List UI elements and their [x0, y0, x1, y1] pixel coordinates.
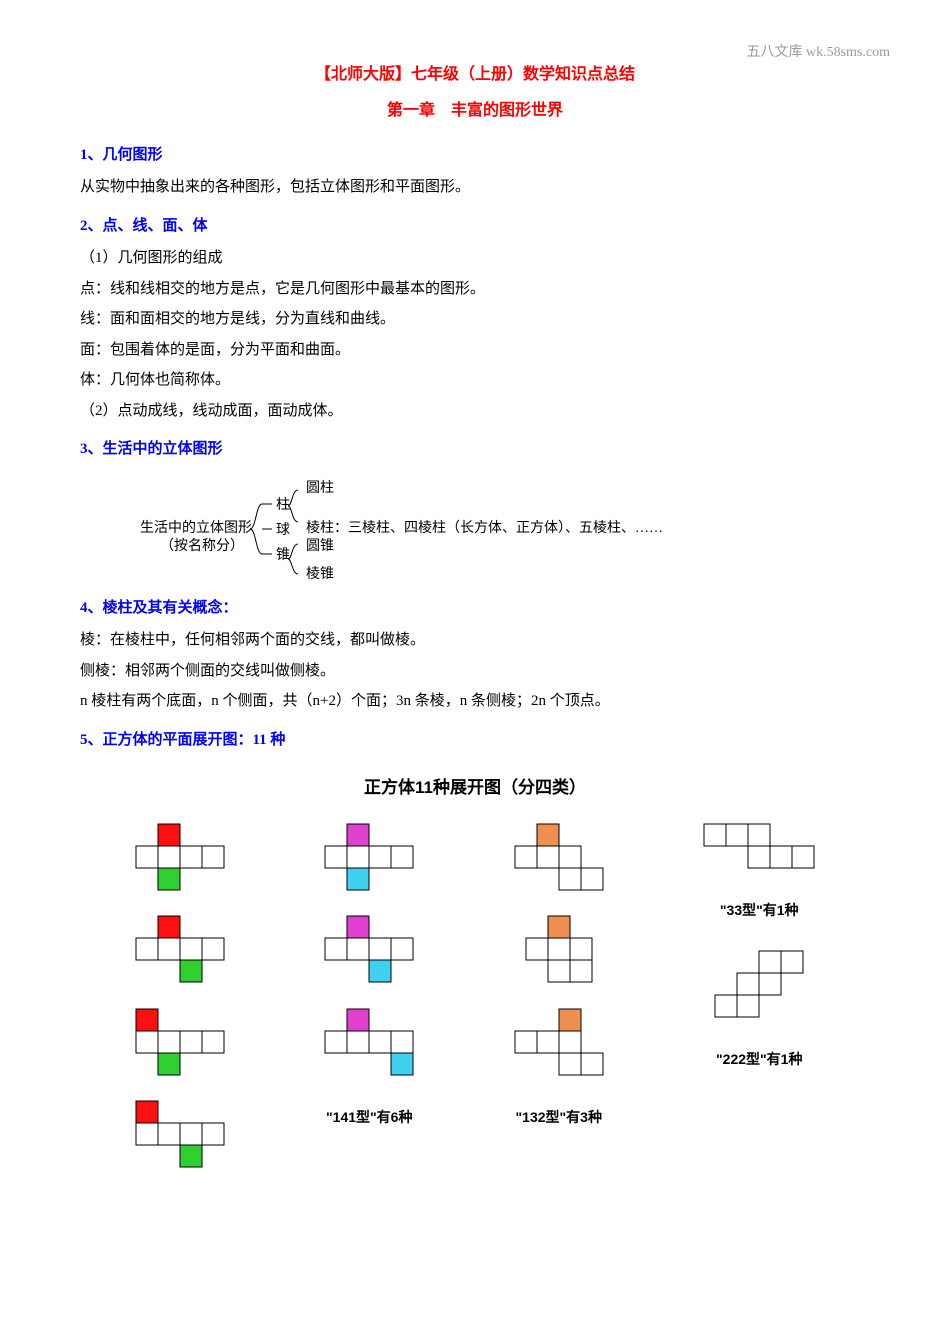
section-5-head: 5、正方体的平面展开图：11 种	[80, 726, 870, 755]
net-132-1	[514, 823, 604, 902]
section-4-p3: n 棱柱有两个底面，n 个侧面，共（n+2）个面；3n 条棱，n 条侧棱；2n …	[80, 687, 870, 716]
cap-33: "33型"有1种	[720, 897, 799, 924]
svg-text:棱柱：三棱柱、四棱柱（长方体、正方体）、五棱柱、……: 棱柱：三棱柱、四棱柱（长方体、正方体）、五棱柱、……	[306, 520, 663, 536]
svg-text:棱锥: 棱锥	[306, 566, 334, 582]
svg-text:生活中的立体图形: 生活中的立体图形	[140, 520, 252, 536]
col-141b: "141型"有6种	[324, 823, 414, 1193]
section-4-p1: 棱：在棱柱中，任何相邻两个面的交线，都叫做棱。	[80, 626, 870, 655]
section-1-p1: 从实物中抽象出来的各种图形，包括立体图形和平面图形。	[80, 173, 870, 202]
section-4-p2: 侧棱：相邻两个侧面的交线叫做侧棱。	[80, 657, 870, 686]
section-2-p4: 面：包围着体的是面，分为平面和曲面。	[80, 336, 870, 365]
unfold-grid: "141型"有6种 "132型"有3种 "33型"有1种 "222型"有1种	[90, 823, 860, 1193]
net-141b-1	[324, 823, 414, 902]
section-1-head: 1、几何图形	[80, 141, 870, 170]
svg-text:锥: 锥	[276, 547, 290, 563]
chapter-title: 第一章 丰富的图形世界	[80, 96, 870, 126]
section-2-p1: （1）几何图形的组成	[80, 244, 870, 273]
col-33-222: "33型"有1种 "222型"有1种	[703, 823, 815, 1193]
section-2-p2: 点：线和线相交的地方是点，它是几何图形中最基本的图形。	[80, 275, 870, 304]
watermark: 五八文库 wk.58sms.com	[747, 40, 891, 67]
net-141-1	[135, 823, 225, 902]
col-141a	[135, 823, 225, 1193]
unfold-title: 正方体11种展开图（分四类）	[80, 772, 870, 804]
cap-222: "222型"有1种	[716, 1046, 802, 1073]
svg-text:（按名称分）: （按名称分）	[160, 538, 244, 554]
net-141b-3	[324, 1008, 414, 1087]
svg-text:球: 球	[276, 522, 290, 538]
col-132: "132型"有3种	[514, 823, 604, 1193]
net-222	[714, 950, 804, 1029]
net-132-2	[525, 915, 593, 994]
net-141b-2	[324, 915, 414, 994]
cap-132: "132型"有3种	[516, 1104, 602, 1131]
section-2-p3: 线：面和面相交的地方是线，分为直线和曲线。	[80, 305, 870, 334]
section-2-head: 2、点、线、面、体	[80, 212, 870, 241]
net-132-3	[514, 1008, 604, 1087]
cap-141: "141型"有6种	[326, 1104, 412, 1131]
net-141-2	[135, 915, 225, 994]
net-33	[703, 823, 815, 880]
net-141-3	[135, 1008, 225, 1087]
svg-text:柱: 柱	[276, 497, 290, 513]
section-2-p5: 体：几何体也简称体。	[80, 366, 870, 395]
classification-tree: 生活中的立体图形 （按名称分） 柱球锥 圆柱棱柱：三棱柱、四棱柱（长方体、正方体）、五…	[140, 474, 870, 584]
svg-text:圆柱: 圆柱	[306, 480, 334, 496]
net-141-4	[135, 1100, 225, 1179]
section-4-head: 4、棱柱及其有关概念：	[80, 594, 870, 623]
section-3-head: 3、生活中的立体图形	[80, 435, 870, 464]
svg-text:圆锥: 圆锥	[306, 538, 334, 554]
section-2-p6: （2）点动成线，线动成面，面动成体。	[80, 397, 870, 426]
